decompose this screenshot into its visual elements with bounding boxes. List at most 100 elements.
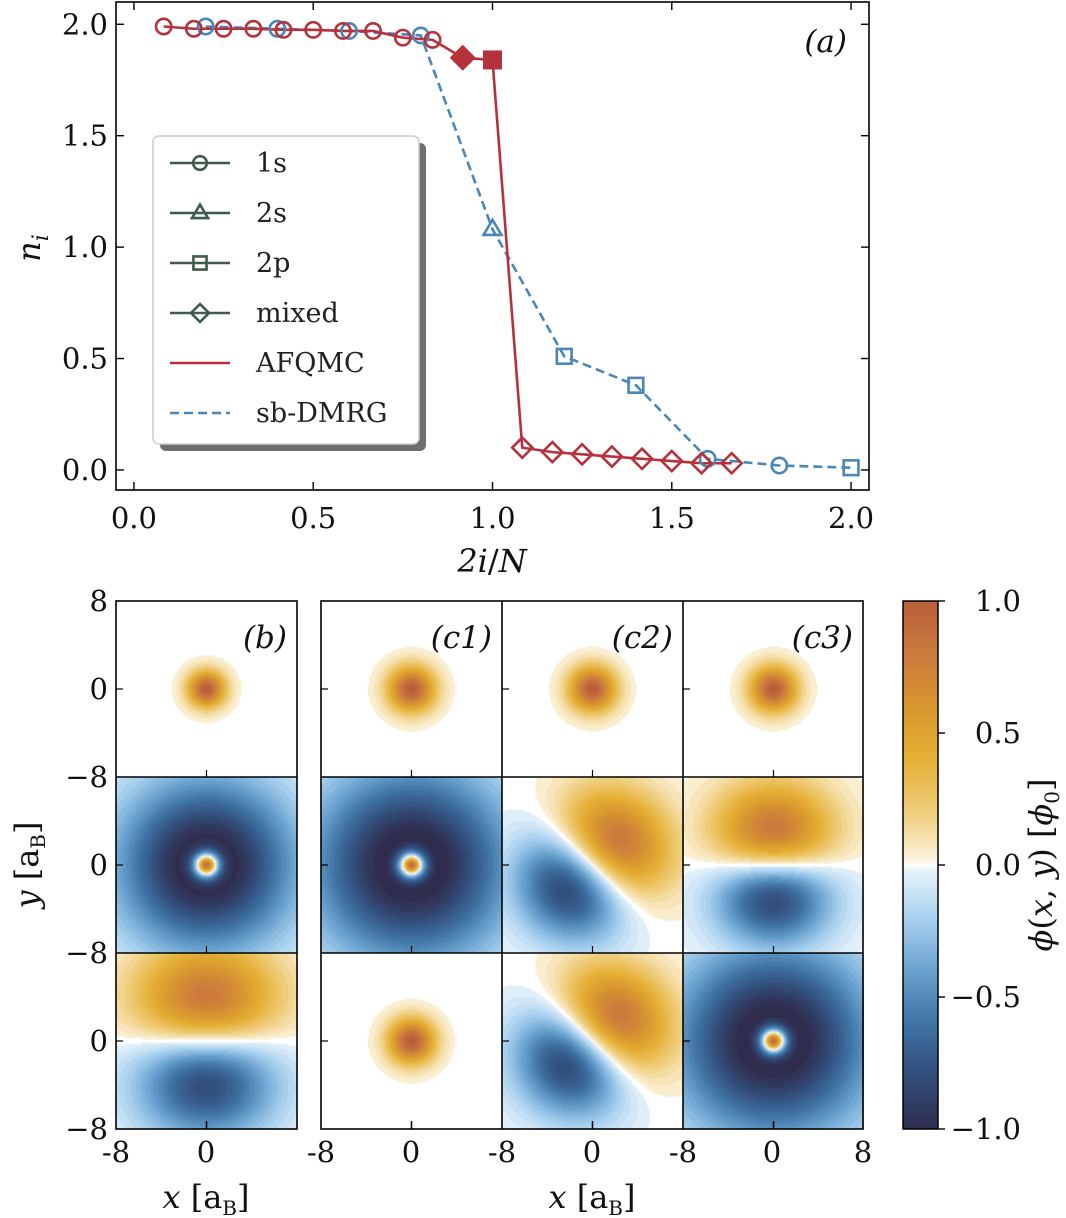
data-point-afqmc-0 <box>154 17 173 36</box>
data-point-afqmc-7 <box>364 22 383 40</box>
legend-items: 1s 2s 2p mixed AFQMC sb-DMRG <box>170 148 387 429</box>
legend-item-mixed: mixed <box>170 298 339 329</box>
data-point-sb-dmrg-9 <box>842 459 860 477</box>
y-tick-label: 1.0 <box>62 230 108 264</box>
data-point-afqmc-9 <box>423 30 442 49</box>
orbital-map-c2-row-1 <box>502 601 683 777</box>
legend-label: sb-DMRG <box>256 398 387 429</box>
legend-label: 2s <box>256 198 287 229</box>
orbital-xlabel-left: x [aB] <box>163 1178 250 1218</box>
orbital-y-tick-label: −8 <box>65 760 108 794</box>
x-tick-label: 2.0 <box>828 501 874 535</box>
data-point-sb-dmrg-0 <box>196 17 215 36</box>
series-line-afqmc <box>163 25 732 465</box>
orbital-map-b-row-3 <box>116 953 297 1129</box>
data-point-sb-dmrg-3 <box>411 26 430 45</box>
orbital-x-tick-label: 0 <box>402 1135 420 1169</box>
data-point-afqmc-16 <box>630 446 654 471</box>
data-point-afqmc-8 <box>393 28 412 47</box>
data-point-sb-dmrg-5 <box>555 347 573 365</box>
colorbar-tick-label: 0.0 <box>975 848 1021 882</box>
data-point-afqmc-13 <box>540 440 565 465</box>
panel-b-label: (b) <box>243 620 287 656</box>
legend-marker <box>189 202 211 220</box>
panel-a: 0.0 0.5 1.0 1.5 2.00.00.51.01.52.0 (a) 2i/N … <box>10 1 874 580</box>
orbital-x-tick-label: 0 <box>583 1135 601 1169</box>
colorbar-tick-label: 0.5 <box>975 716 1021 750</box>
orbital-y-tick-label: 0 <box>90 1024 108 1058</box>
legend-item-sb-dmrg: sb-DMRG <box>170 398 387 429</box>
orbital-y-tick-label: 0 <box>90 848 108 882</box>
legend-item-1s: 1s <box>170 148 287 179</box>
data-point-sb-dmrg-4 <box>481 217 504 237</box>
panel-a-xlabel: 2i/N <box>456 542 527 580</box>
data-point-afqmc-1 <box>184 19 203 38</box>
orbital-x-tick-label: -8 <box>488 1135 516 1169</box>
colorbar-tick-label: 1.0 <box>975 584 1021 618</box>
colorbar-tick-label: −0.5 <box>951 980 1021 1014</box>
data-point-sb-dmrg-6 <box>627 376 645 394</box>
colorbar-ticks: 1.0 0.5 0.0 −0.5 −1.0 <box>938 584 1021 1146</box>
orbital-map-c3-row-2 <box>683 777 864 953</box>
orbital-x-tick-label: -8 <box>102 1135 130 1169</box>
orbital-panels <box>116 601 864 1129</box>
panel-a-series-lines <box>163 25 852 470</box>
orbital-x-tick-label: 8 <box>854 1135 872 1169</box>
data-point-afqmc-3 <box>244 19 263 38</box>
panel-c1-label: (c1) <box>431 620 492 656</box>
data-point-afqmc-2 <box>214 19 233 38</box>
data-point-afqmc-4 <box>274 20 293 39</box>
orbital-map-c1-row-1 <box>321 601 502 777</box>
orbital-map-c1-row-2 <box>321 777 502 953</box>
legend-item-2p: 2p <box>170 248 290 279</box>
legend-label: mixed <box>256 298 339 329</box>
data-point-sb-dmrg-8 <box>770 456 789 475</box>
legend-label: 1s <box>256 148 287 179</box>
panel-a-ticks: 0.0 0.5 1.0 1.5 2.0 0.0 0.5 1.0 1.5 2.0 <box>62 2 874 535</box>
data-point-afqmc-5 <box>304 20 323 39</box>
data-point-afqmc-19 <box>719 451 744 476</box>
orbital-map-c1-row-3 <box>321 953 502 1129</box>
panel-a-markers <box>154 17 860 477</box>
x-tick-label: 1.0 <box>469 501 515 535</box>
data-point-afqmc-12 <box>510 435 535 460</box>
legend-item-afqmc: AFQMC <box>170 348 365 379</box>
orbital-map-b-row-2 <box>116 777 297 953</box>
orbital-map-c3-row-3 <box>683 953 864 1129</box>
orbital-map-c2-row-3 <box>502 953 683 1129</box>
orbital-y-tick-label: −8 <box>65 936 108 970</box>
data-point-afqmc-10 <box>449 44 476 71</box>
panel-c3-label: (c3) <box>792 620 853 656</box>
orbital-y-tick-label: −8 <box>65 1112 108 1146</box>
legend-label: 2p <box>256 248 290 279</box>
orbital-x-tick-label: 0 <box>763 1135 781 1169</box>
colorbar-label: ϕ(x, y) [ϕ0] <box>1022 779 1064 952</box>
orbital-map-b-row-1 <box>116 601 297 777</box>
legend-marker <box>191 154 209 172</box>
orbital-ylabel: y [aB] <box>8 822 50 911</box>
data-point-afqmc-17 <box>659 449 684 473</box>
legend-item-2s: 2s <box>170 198 287 229</box>
x-tick-label: 1.5 <box>649 501 695 535</box>
data-point-afqmc-14 <box>570 442 595 467</box>
colorbar-gradient <box>902 600 939 1130</box>
orbital-y-tick-label: 0 <box>90 672 108 706</box>
orbital-x-tick-label: 0 <box>197 1135 215 1169</box>
x-tick-label: 0.5 <box>290 501 336 535</box>
legend-marker <box>192 255 208 271</box>
panel-a-ylabel: ni <box>10 234 54 262</box>
orbital-y-tick-label: 8 <box>90 584 108 618</box>
y-tick-label: 2.0 <box>62 7 108 41</box>
orbital-ticks: -8 0 -8 0 -8 0 -8 0 8 8 0 −8 0 −8 0 −8 <box>65 584 872 1169</box>
series-line-sb-dmrg <box>205 25 852 470</box>
panel-a-label: (a) <box>804 24 847 60</box>
orbital-xlabel-right: x [aB] <box>549 1178 636 1218</box>
data-point-sb-dmrg-2 <box>340 22 359 40</box>
legend-marker <box>189 302 211 324</box>
data-point-afqmc-18 <box>689 451 714 476</box>
panel-a-legend: 1s 2s 2p mixed AFQMC sb-DMRG <box>152 135 426 451</box>
data-point-afqmc-11 <box>482 50 502 70</box>
orbital-x-tick-label: -8 <box>307 1135 335 1169</box>
colorbar-tick-label: −1.0 <box>951 1112 1021 1146</box>
